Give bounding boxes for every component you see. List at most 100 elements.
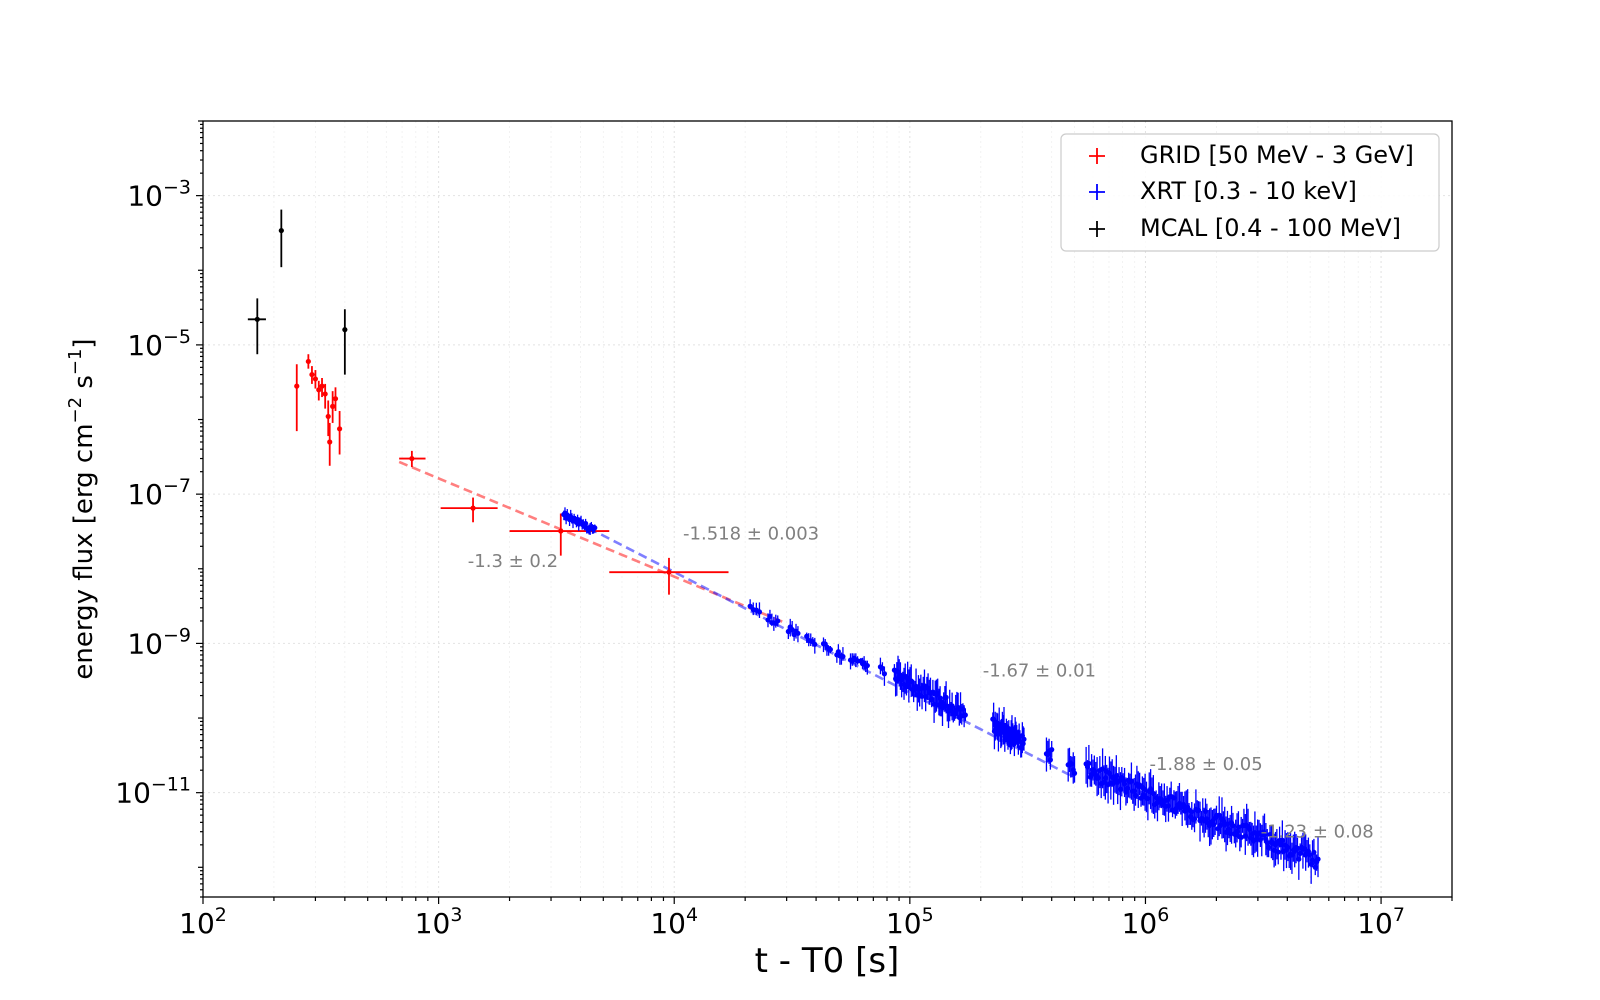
plot-frame: [202, 120, 1453, 898]
x-tick-label-exponent: 5: [922, 904, 934, 926]
data-marker: [827, 646, 833, 653]
xrt-data-point: [1049, 740, 1055, 758]
xrt-data-point: [1021, 727, 1027, 751]
x-tick-label-base: 10: [650, 907, 686, 940]
data-marker: [325, 413, 331, 420]
data-marker: [337, 426, 343, 432]
data-marker: [1238, 834, 1244, 840]
x-tick-label: 105: [886, 904, 934, 940]
data-marker: [332, 396, 339, 402]
fit-line-1: [563, 514, 1076, 779]
data-marker: [1020, 741, 1026, 747]
data-marker: [1315, 856, 1321, 862]
xrt-data-point: [840, 647, 846, 661]
xrt-data-point: [881, 666, 888, 686]
x-tick-label-base: 10: [415, 907, 451, 940]
y-tick-label-base: 10: [127, 180, 163, 213]
xrt-data-point: [1047, 749, 1053, 770]
data-marker: [592, 525, 598, 531]
fit-annotation-2: -1.67 ± 0.01: [983, 661, 1096, 682]
data-marker: [327, 439, 333, 445]
y-axis-title-main: energy flux [erg cm: [69, 423, 99, 679]
data-marker: [470, 505, 476, 511]
xrt-data-point: [1238, 816, 1244, 848]
data-marker: [312, 376, 319, 382]
data-marker: [316, 387, 322, 393]
data-marker: [756, 609, 763, 615]
x-tick-label: 103: [415, 904, 463, 940]
fit-annotation-1: -1.518 ± 0.003: [683, 524, 819, 545]
grid-data-point: [309, 366, 315, 384]
data-marker: [747, 603, 753, 609]
x-tick-label-base: 10: [179, 907, 215, 940]
grid-data-point: [440, 497, 498, 523]
legend-marker-grid: [1089, 148, 1105, 164]
y-axis-title-exp-s: −1: [65, 349, 86, 376]
y-tick-label: 10−9: [127, 624, 191, 660]
data-marker: [305, 358, 311, 365]
data-marker: [322, 391, 328, 397]
y-tick-label-exponent: −9: [163, 624, 191, 646]
x-tick-label-exponent: 6: [1157, 904, 1169, 926]
y-tick-label-base: 10: [127, 627, 163, 660]
xrt-data-point: [1137, 772, 1143, 796]
y-tick-label: 10−11: [115, 774, 191, 810]
data-marker: [795, 630, 801, 636]
legend-label-mcal: MCAL [0.4 - 100 MeV]: [1140, 214, 1401, 242]
grid-data-point: [312, 370, 319, 389]
grid-data-point: [325, 400, 331, 437]
y-axis-title-exp-cm: −2: [65, 397, 86, 424]
legend-marker-xrt: [1089, 184, 1105, 200]
y-tick-label: 10−7: [127, 475, 191, 511]
xrt-data-point: [812, 637, 818, 654]
y-axis-title: energy flux [erg cm−2 s−1]: [65, 338, 99, 679]
data-marker: [330, 403, 336, 409]
xrt-data-point: [879, 662, 886, 673]
xrt-data-point: [1071, 756, 1078, 783]
xrt-data-point: [592, 524, 598, 533]
x-tick-label-base: 10: [1122, 907, 1158, 940]
y-tick-label-exponent: −11: [151, 774, 191, 796]
data-marker: [767, 613, 773, 620]
mcal-data-point: [278, 209, 284, 268]
grid-data-point: [305, 354, 311, 369]
data-marker: [1150, 790, 1156, 797]
legend-box: [1060, 133, 1440, 252]
grid-data-point: [399, 450, 426, 468]
data-marker: [558, 528, 564, 534]
data-marker: [1086, 760, 1092, 767]
fit-annotation-0: -1.3 ± 0.2: [468, 551, 558, 572]
xrt-data-point: [1086, 744, 1092, 775]
data-marker: [775, 618, 781, 624]
xrt-data-point: [583, 518, 589, 527]
data-marker: [1047, 757, 1053, 763]
xrt-data-point: [747, 599, 753, 610]
xrt-data-point: [864, 660, 870, 675]
y-tick-label-base: 10: [115, 777, 151, 810]
data-marker: [666, 569, 672, 575]
xrt-data-point: [827, 646, 833, 654]
x-tick-label: 104: [650, 904, 698, 940]
y-tick-label-base: 10: [127, 329, 163, 362]
x-tick-label-exponent: 7: [1393, 904, 1405, 926]
data-marker: [804, 633, 810, 639]
data-marker: [1049, 747, 1055, 753]
data-marker: [840, 653, 846, 660]
y-tick-label-exponent: −3: [163, 177, 191, 199]
data-marker: [342, 327, 348, 333]
y-tick-label-exponent: −5: [163, 326, 191, 348]
fit-annotations: -1.3 ± 0.2 -1.518 ± 0.003 -1.67 ± 0.01 -1.8…: [468, 524, 1374, 843]
y-tick-label-exponent: −7: [163, 475, 191, 497]
data-marker: [583, 520, 589, 527]
xrt-data-point: [1150, 775, 1156, 815]
mcal-data-point: [342, 309, 348, 375]
data-marker: [812, 641, 818, 647]
xrt-data-point: [1315, 837, 1321, 878]
y-axis-title-s: s: [69, 375, 99, 397]
data-marker: [319, 383, 325, 389]
data-marker: [1275, 849, 1281, 855]
data-points: [247, 209, 1321, 884]
grid-data-point: [316, 380, 322, 401]
x-tick-label: 102: [179, 904, 227, 940]
xrt-data-point: [795, 626, 801, 643]
